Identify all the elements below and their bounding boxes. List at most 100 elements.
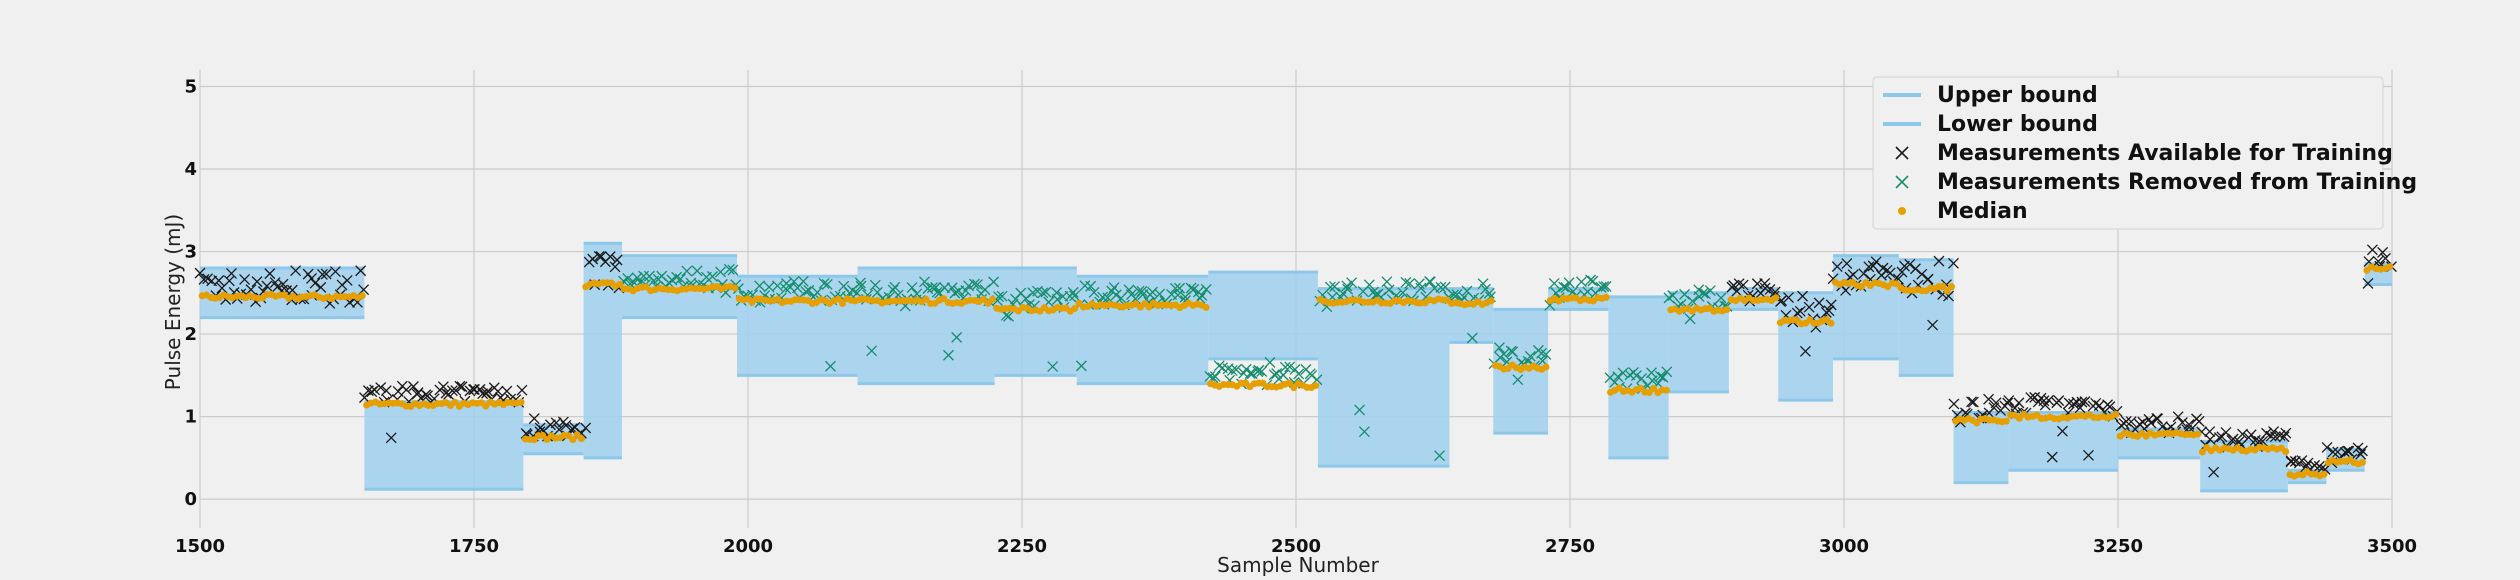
measurement-point (2038, 395, 2050, 407)
measurement-point (1687, 295, 1699, 307)
measurement-point (1358, 426, 1370, 438)
bound-band-segment (994, 268, 1077, 376)
measurement-point (1483, 287, 1495, 299)
measurement-point (1540, 348, 1552, 360)
measurement-point (1037, 287, 1049, 299)
measurement-point (286, 284, 298, 296)
measurement-point (2237, 428, 2248, 440)
measurement-point (604, 251, 616, 263)
measurement-point (1346, 277, 1358, 289)
median-point (451, 398, 459, 406)
measurement-point (385, 432, 397, 444)
median-point (839, 299, 847, 307)
measurement-point (691, 265, 703, 277)
measurement-point (800, 286, 812, 298)
y-tick-label: 0 (184, 489, 197, 510)
measurement-point (2172, 411, 2184, 423)
measurement-point (2025, 392, 2037, 404)
measurement-point (1654, 370, 1666, 382)
measurement-point (1213, 360, 1225, 372)
measurement-point (1910, 263, 1921, 275)
measurement-point (1966, 396, 1977, 408)
measurement-point (866, 345, 878, 357)
measurement-point (380, 385, 392, 397)
measurement-point (501, 385, 513, 397)
measurement-point (1585, 274, 1597, 286)
y-tick-label: 4 (184, 159, 197, 180)
measurement-point (1040, 286, 1052, 298)
measurement-point (2145, 417, 2157, 429)
measurement-point (1477, 278, 1489, 290)
legend-entry: Upper bound (1883, 83, 2098, 108)
median-point (1947, 283, 1955, 291)
measurement-point (919, 276, 930, 288)
legend-label: Measurements Available for Training (1937, 141, 2393, 166)
measurement-point (1226, 365, 1238, 376)
measurement-point (1948, 257, 1959, 269)
measurement-point (369, 384, 381, 396)
measurement-point (1342, 283, 1354, 295)
measurement-point (239, 274, 251, 285)
measurement-point (2046, 451, 2058, 463)
measurement-point (631, 272, 643, 284)
measurement-point (1264, 356, 1276, 368)
measurement-point (1558, 281, 1570, 293)
measurement-point (1983, 393, 1995, 405)
median-point (1290, 384, 1298, 392)
measurement-point (797, 275, 809, 287)
measurement-point (1733, 278, 1745, 290)
measurement-point (422, 390, 434, 402)
measurement-point (2302, 457, 2314, 469)
measurement-point (2278, 431, 2290, 443)
measurement-point (2342, 445, 2354, 457)
measurement-point (407, 381, 419, 392)
measurement-point (1246, 368, 1258, 380)
measurement-point (1244, 368, 1256, 379)
legend-entry: Median (1898, 199, 2028, 224)
measurement-point (1003, 310, 1015, 322)
bound-band-segment (364, 401, 524, 490)
measurement-point (971, 279, 983, 290)
median-point (1723, 306, 1731, 314)
median-point (569, 436, 577, 444)
measurement-point (1630, 370, 1642, 382)
bound-band-layer (200, 241, 2392, 493)
measurement-point (942, 349, 954, 361)
measurement-point (1196, 289, 1208, 301)
median-point (358, 292, 366, 300)
measurement-point (2125, 416, 2137, 428)
median-point (482, 402, 490, 410)
median-point (1772, 294, 1780, 302)
measurement-point (2120, 415, 2132, 427)
measurement-point (2013, 397, 2025, 409)
measurement-point (1047, 361, 1059, 372)
measurement-point (1967, 396, 1979, 408)
measurement-point (1715, 292, 1727, 304)
measurement-point (1284, 361, 1296, 373)
measurement-point (754, 280, 766, 292)
median-point (1202, 303, 1210, 311)
measurement-point (622, 272, 634, 284)
measurement-point (1424, 276, 1436, 288)
measurement-point (968, 278, 980, 290)
measurement-point (264, 268, 276, 280)
measurement-point (2355, 448, 2367, 460)
measurement-point (1253, 364, 1265, 376)
measurement-point (931, 286, 943, 298)
measurement-point (1841, 258, 1853, 269)
measurement-point (528, 413, 540, 425)
measurement-point (1435, 281, 1447, 293)
measurement-point (1088, 287, 1100, 298)
median-point (1487, 297, 1495, 305)
x-tick-label: 2750 (1545, 536, 1595, 557)
bound-band-segment (2008, 412, 2118, 471)
measurement-point (2362, 277, 2374, 289)
median-point (834, 295, 842, 303)
measurement-point (2074, 402, 2086, 414)
y-tick-label: 1 (184, 407, 197, 428)
measurement-point (2053, 395, 2065, 407)
measurement-point (2176, 417, 2188, 428)
measurement-point (1825, 299, 1837, 311)
x-tick-label: 2000 (723, 536, 773, 557)
measurement-point (477, 388, 489, 400)
